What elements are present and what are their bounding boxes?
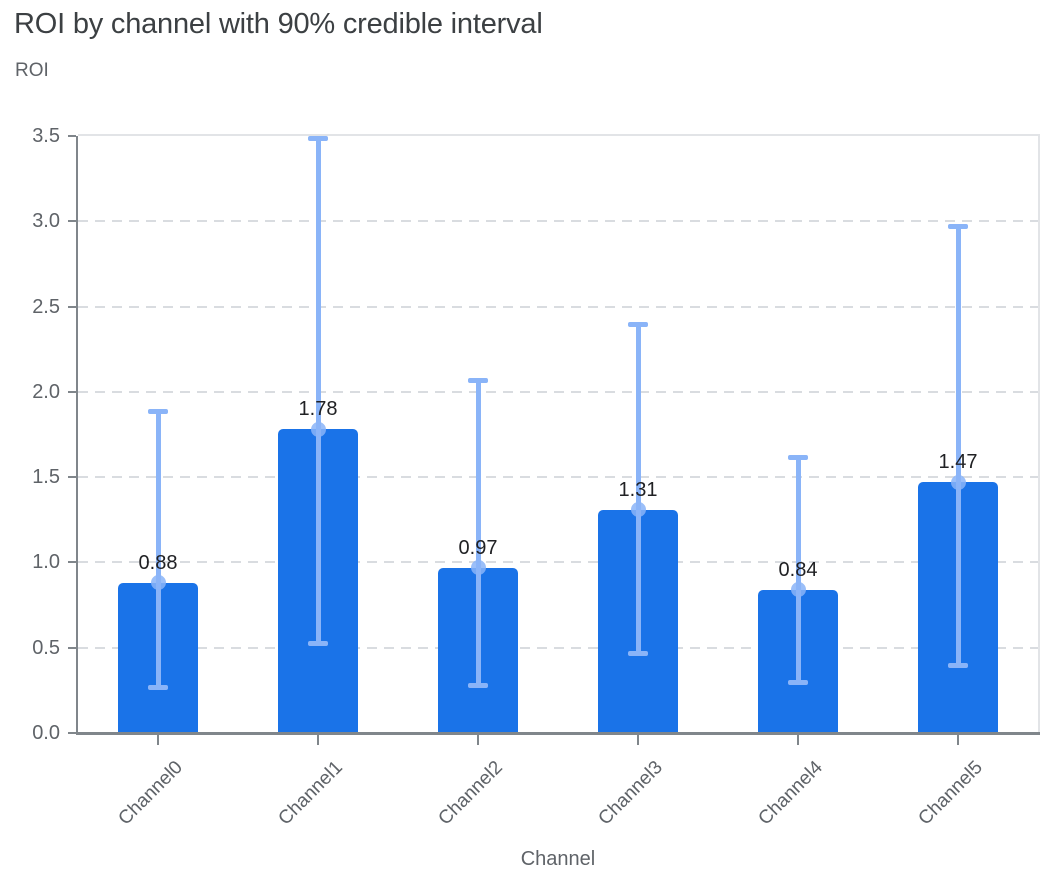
gridline [78, 476, 1038, 479]
x-axis-tick [477, 735, 479, 745]
error-bar-cap-bottom [148, 684, 168, 690]
error-bar-cap-bottom [948, 662, 968, 668]
error-bar-cap-top [948, 224, 968, 230]
error-bar-cap-bottom [468, 683, 488, 689]
error-bar-line [315, 137, 321, 643]
y-tick-label: 3.0 [32, 210, 60, 233]
gridline [78, 646, 1038, 649]
error-bar-cap-top [308, 135, 328, 141]
y-axis-tick [68, 135, 76, 137]
x-axis-line [76, 732, 1040, 735]
bar-value-label: 0.88 [138, 551, 178, 574]
gridline [78, 305, 1038, 308]
gridline [78, 561, 1038, 564]
y-axis-tick [68, 561, 76, 564]
error-bar-cap-bottom [788, 679, 808, 685]
y-tick-label: 3.5 [32, 125, 60, 147]
error-bar-cap-top [148, 408, 168, 414]
y-axis-tick [68, 646, 76, 649]
mean-point-marker [950, 474, 966, 490]
gridline [78, 220, 1038, 223]
error-bar-line [155, 410, 161, 687]
chart-title: ROI by channel with 90% credible interva… [14, 8, 543, 40]
bar-value-label: 1.31 [618, 478, 658, 501]
y-tick-label: 1.5 [32, 466, 60, 489]
plot-area: Channel 0.0 0.5 1.0 1.5 2.0 2.5 3.0 3.5 0.88 Chan… [32, 125, 1040, 870]
error-bar-line [955, 226, 961, 665]
gridline [78, 390, 1038, 393]
error-bar-line [635, 323, 641, 653]
mean-point-marker [630, 502, 646, 518]
error-bar-cap-top [468, 377, 488, 383]
y-tick-label: 0.0 [32, 722, 60, 744]
y-axis-tick [68, 732, 76, 734]
mean-point-marker [470, 560, 486, 576]
mean-point-marker [150, 575, 166, 591]
error-bar-cap-bottom [628, 650, 648, 656]
mean-point-marker [790, 582, 806, 598]
x-axis-tick [317, 735, 319, 745]
y-tick-label: 2.5 [32, 295, 60, 318]
y-tick-label: 1.0 [32, 551, 60, 574]
y-axis-tick [68, 476, 76, 479]
error-bar-cap-top [628, 321, 648, 327]
y-axis-tick [68, 305, 76, 308]
bar-value-label: 0.84 [778, 558, 818, 581]
x-axis-tick [637, 735, 639, 745]
x-axis-tick [157, 735, 159, 745]
y-axis-line [76, 136, 78, 733]
error-bar-cap-bottom [308, 640, 328, 646]
bar-value-label: 1.78 [298, 398, 338, 421]
bar-value-label: 1.47 [938, 451, 978, 474]
x-axis-title: Channel [520, 848, 596, 870]
x-axis-tick [957, 735, 959, 745]
y-tick-label: 0.5 [32, 636, 60, 659]
y-axis-tick [68, 220, 76, 223]
bar-value-label: 0.97 [458, 536, 498, 559]
y-tick-label: 2.0 [32, 380, 60, 403]
y-axis-tick [68, 390, 76, 393]
mean-point-marker [310, 421, 326, 437]
x-axis-tick [797, 735, 799, 745]
y-axis-title: ROI [15, 60, 49, 81]
error-bar-line [475, 379, 481, 686]
error-bar-line [795, 456, 801, 682]
error-bar-cap-top [788, 454, 808, 460]
